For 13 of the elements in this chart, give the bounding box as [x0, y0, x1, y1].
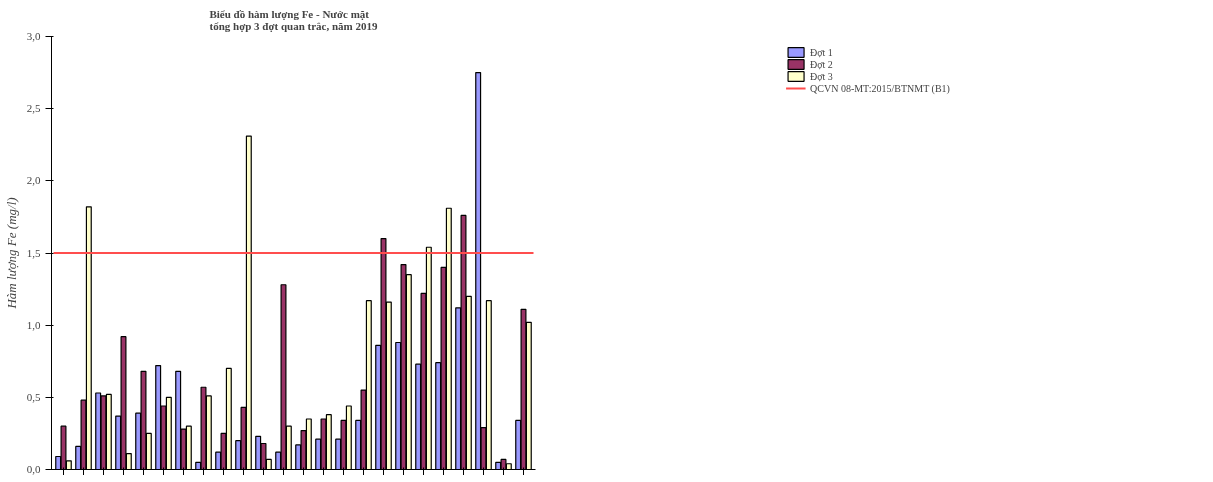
legend-label: Đợt 2	[810, 58, 833, 70]
legend-label: Đợt 3	[810, 70, 833, 82]
y-axis-title: Hàm lượng Fe (mg/l)	[3, 197, 19, 310]
y-tick-label: 0,5	[26, 390, 41, 403]
legend-label: Đợt 1	[810, 46, 833, 58]
y-tick-label: 2,5	[26, 102, 41, 115]
chart-title: Biểu đồ hàm lượng Fe - Nước mặt tổng hợp 3 đợt quan trắc, năm 2019	[209, 7, 379, 32]
y-tick-label: 2,0	[26, 174, 41, 187]
y-tick-label: 1,5	[26, 246, 41, 259]
y-tick-label: 3,0	[26, 30, 41, 42]
y-tick-label: 0,0	[26, 463, 41, 475]
legend-label: QCVN 08-MT:2015/BTNMT (B1)	[810, 82, 950, 94]
y-tick-label: 1,0	[26, 318, 41, 331]
